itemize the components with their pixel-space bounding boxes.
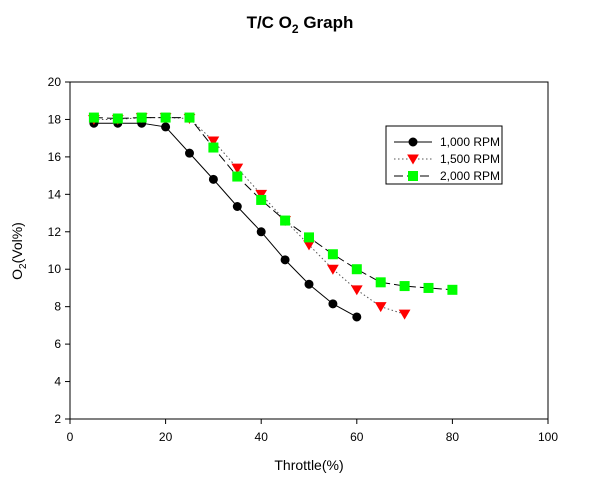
data-point-s1-5 — [207, 136, 220, 147]
data-point-s1-6 — [231, 163, 244, 174]
x-tick-label: 20 — [159, 430, 173, 444]
x-tick-label: 80 — [446, 430, 460, 444]
data-point-s1-11 — [350, 285, 363, 296]
y-tick-label: 8 — [54, 300, 61, 314]
data-point-s2-2 — [136, 112, 147, 123]
y-tick-label: 12 — [48, 225, 62, 239]
legend-marker-2 — [408, 171, 418, 181]
legend-label-0: 1,000 RPM — [440, 135, 500, 149]
legend-marker-0 — [408, 137, 418, 147]
data-point-s0-5 — [208, 174, 218, 184]
legend: 1,000 RPM 1,500 RPM 2,000 RPM — [385, 125, 503, 185]
legend-box — [385, 125, 503, 185]
x-axis-label: Throttle(%) — [274, 457, 343, 473]
data-point-s2-10 — [327, 249, 338, 260]
x-tick-label: 40 — [255, 430, 269, 444]
legend-marker-1 — [407, 154, 419, 165]
series-1 — [88, 113, 411, 320]
data-point-s0-3 — [161, 122, 171, 132]
x-axis: 0 20 40 60 80 100 — [67, 419, 558, 444]
y-tick-label: 6 — [54, 337, 61, 351]
series-line-1 — [93, 117, 405, 315]
y-tick-label: 16 — [48, 150, 62, 164]
data-point-s1-13 — [398, 309, 411, 320]
chart-title: T/C O2 Graph — [247, 13, 354, 36]
data-point-s0-11 — [352, 312, 362, 322]
data-point-s1-10 — [327, 264, 339, 275]
data-point-s0-6 — [232, 202, 242, 212]
y-tick-label: 20 — [48, 75, 62, 89]
data-point-s0-8 — [280, 255, 290, 265]
data-point-s0-4 — [185, 148, 194, 158]
data-point-s1-12 — [374, 302, 387, 313]
y-tick-label: 2 — [54, 412, 61, 426]
data-point-s2-8 — [280, 215, 291, 226]
x-tick-label: 100 — [538, 430, 558, 444]
x-tick-label: 60 — [350, 430, 364, 444]
series-0 — [89, 118, 362, 322]
y-tick-label: 14 — [48, 187, 62, 201]
x-tick-label: 0 — [67, 430, 74, 444]
y-axis: 2 4 6 8 10 12 14 16 18 20 — [48, 75, 70, 426]
series-line-2 — [93, 117, 453, 291]
data-point-s0-7 — [256, 227, 266, 237]
legend-label-2: 2,000 RPM — [440, 169, 500, 183]
data-point-s0-9 — [304, 279, 314, 289]
data-point-s2-1 — [112, 113, 123, 124]
data-point-s2-13 — [399, 281, 410, 292]
data-point-s2-4 — [184, 112, 195, 123]
data-point-s1-7 — [255, 189, 268, 200]
data-point-s2-7 — [256, 194, 267, 205]
series-2 — [88, 112, 458, 295]
plot-area — [69, 81, 549, 420]
data-point-s2-12 — [375, 277, 386, 288]
data-point-s2-3 — [160, 112, 171, 123]
data-point-s2-11 — [351, 264, 362, 275]
data-point-s0-10 — [328, 299, 338, 309]
y-tick-label: 18 — [48, 112, 62, 126]
y-axis-label: O2(Vol%) — [9, 222, 29, 280]
data-point-s2-0 — [88, 112, 99, 123]
data-point-s2-15 — [447, 284, 458, 295]
series-line-0 — [93, 122, 358, 318]
y-tick-label: 4 — [54, 375, 61, 389]
legend-label-1: 1,500 RPM — [440, 152, 500, 166]
data-point-s2-9 — [304, 232, 314, 243]
data-point-s2-14 — [423, 282, 434, 293]
series-layer — [88, 112, 458, 322]
data-point-s2-5 — [208, 142, 219, 153]
y-tick-label: 10 — [48, 262, 62, 276]
data-point-s2-6 — [232, 171, 243, 182]
